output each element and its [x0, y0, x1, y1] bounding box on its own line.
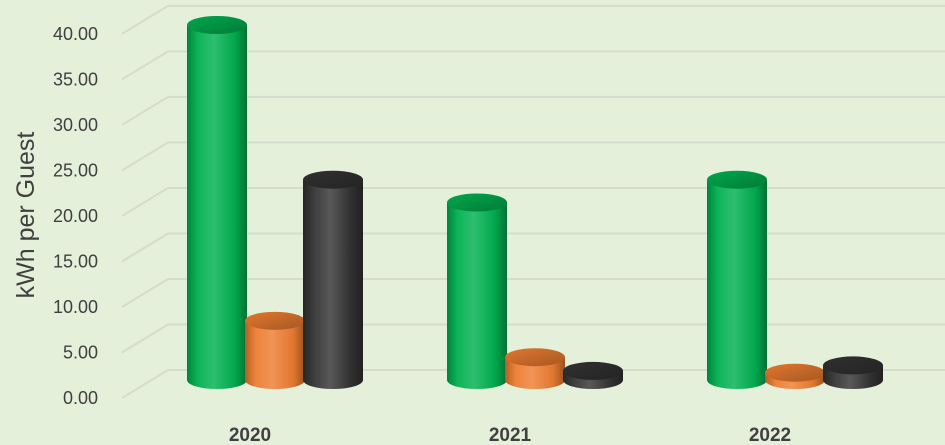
bar — [187, 16, 247, 389]
y-axis-title: kWh per Guest — [12, 132, 40, 299]
gridline — [121, 141, 945, 172]
bar — [765, 363, 825, 389]
y-tick-label: 0.00 — [63, 388, 98, 408]
y-tick-label: 5.00 — [63, 342, 98, 362]
bar — [563, 361, 623, 389]
bars — [187, 16, 883, 389]
x-tick-label: 2022 — [749, 425, 791, 445]
gridline — [121, 95, 945, 126]
gridlines — [121, 4, 945, 399]
x-axis-categories: 2020 2021 2022 — [229, 425, 791, 445]
bar — [707, 170, 767, 389]
bar — [447, 193, 507, 389]
y-tick-label: 30.00 — [53, 115, 98, 135]
y-tick-label: 15.00 — [53, 251, 98, 271]
y-tick-label: 25.00 — [53, 160, 98, 180]
bar — [245, 311, 305, 389]
bar — [823, 356, 883, 389]
x-tick-label: 2020 — [229, 425, 271, 445]
y-tick-label: 35.00 — [53, 69, 98, 89]
y-tick-label: 20.00 — [53, 206, 98, 226]
y-tick-label: 10.00 — [53, 297, 98, 317]
bar — [505, 348, 565, 389]
bar — [303, 170, 363, 389]
gridline — [121, 186, 945, 217]
gridline — [121, 232, 945, 263]
y-axis-ticks: 0.00 5.00 10.00 15.00 20.00 25.00 30.00 35.00 40… — [53, 24, 98, 408]
gridline — [121, 50, 945, 81]
y-tick-label: 40.00 — [53, 24, 98, 44]
x-tick-label: 2021 — [489, 425, 532, 445]
gridline — [121, 277, 945, 308]
